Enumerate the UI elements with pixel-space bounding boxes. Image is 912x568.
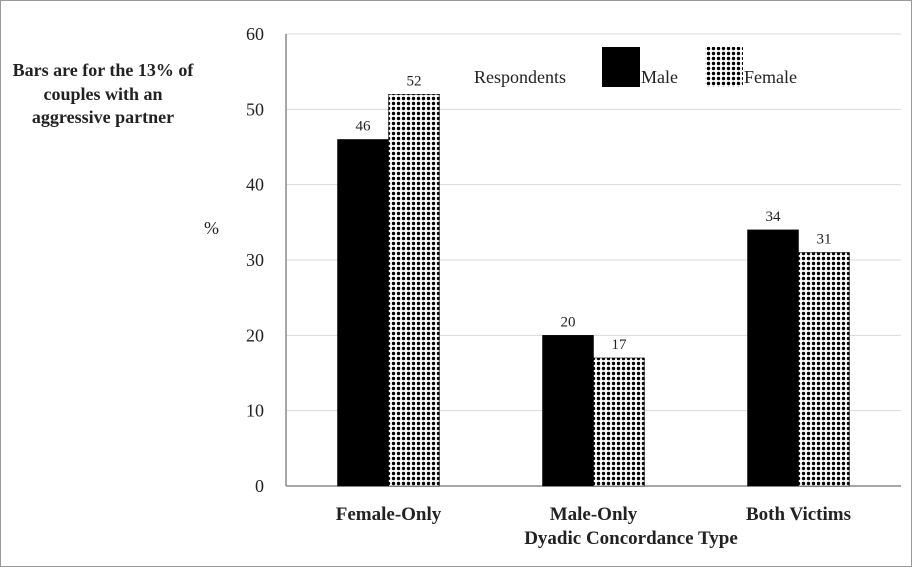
y-axis-label: % bbox=[204, 218, 219, 238]
y-tick-label: 40 bbox=[246, 175, 264, 195]
bar-male bbox=[747, 229, 799, 487]
y-tick-label: 50 bbox=[246, 99, 264, 119]
data-label-female: 17 bbox=[612, 337, 628, 353]
legend-swatch-female bbox=[705, 47, 743, 87]
bar-female bbox=[798, 252, 850, 487]
legend-label-female: Female bbox=[744, 67, 797, 87]
bar-female bbox=[593, 357, 645, 487]
x-tick-label: Male-Only bbox=[550, 504, 638, 525]
data-label-female: 31 bbox=[817, 231, 832, 247]
x-axis-label: Dyadic Concordance Type bbox=[524, 528, 738, 549]
y-tick-label: 30 bbox=[246, 250, 264, 270]
legend-label-male: Male bbox=[641, 67, 678, 87]
data-label-male: 34 bbox=[766, 209, 782, 225]
legend-title: Respondents bbox=[474, 67, 566, 87]
data-label-male: 20 bbox=[561, 314, 576, 330]
bar-female bbox=[388, 94, 440, 487]
bar-male bbox=[542, 335, 594, 487]
y-tick-label: 60 bbox=[246, 24, 264, 44]
x-tick-label: Female-Only bbox=[336, 504, 442, 525]
legend-swatch-male bbox=[602, 47, 640, 87]
data-label-female: 52 bbox=[407, 73, 422, 89]
chart-side-note: Bars are for the 13% of couples with an … bbox=[12, 60, 194, 127]
y-tick-label: 20 bbox=[246, 325, 264, 345]
x-tick-label: Both Victims bbox=[746, 504, 851, 525]
data-label-male: 46 bbox=[356, 118, 372, 134]
y-tick-label: 0 bbox=[255, 476, 264, 496]
bar-male bbox=[337, 139, 389, 487]
y-tick-label: 10 bbox=[246, 401, 264, 421]
